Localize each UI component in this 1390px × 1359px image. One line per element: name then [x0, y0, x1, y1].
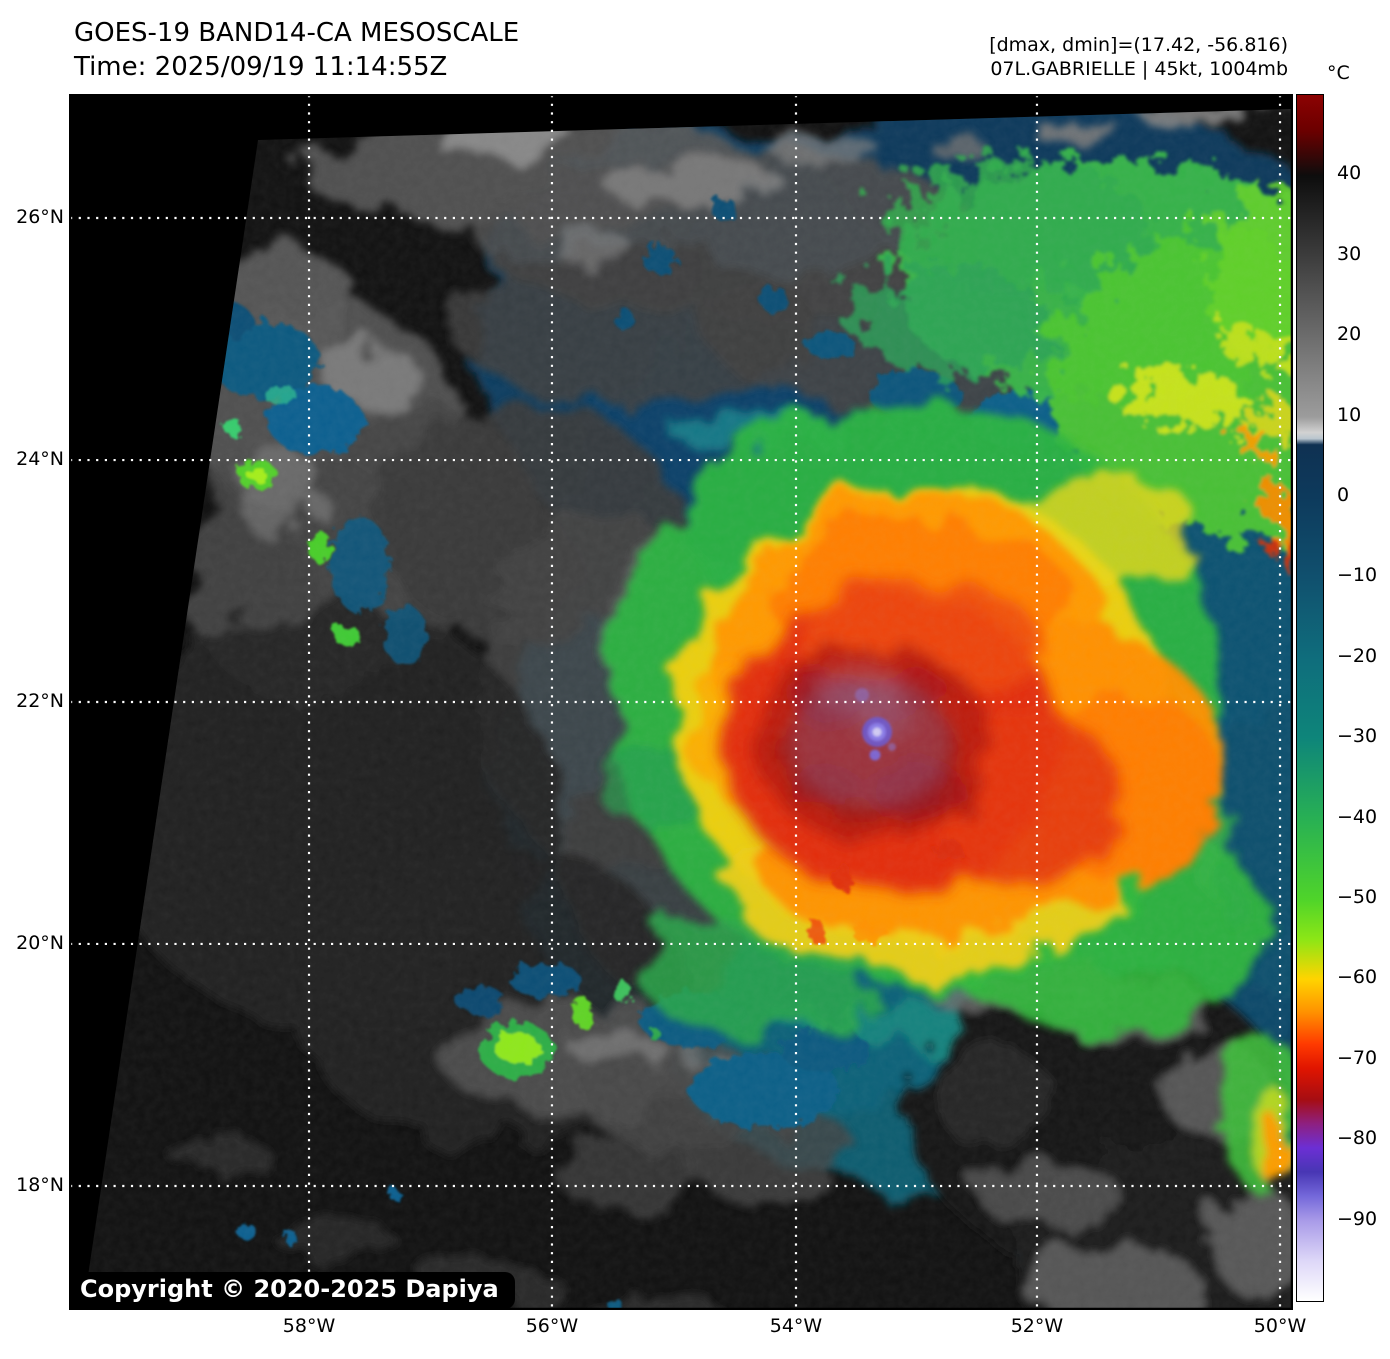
lon-tick-label: 56°W	[525, 1315, 579, 1337]
copyright-badge: Copyright © 2020-2025 Dapiya	[70, 1272, 515, 1309]
colorbar-tick-label: −40	[1337, 805, 1378, 828]
map-frame	[70, 95, 1292, 1309]
colorbar-tick-label: −30	[1337, 725, 1378, 748]
colorbar-tick-label: −70	[1337, 1046, 1378, 1069]
lat-tick-label: 22°N	[16, 690, 64, 712]
colorbar-tick-label: −10	[1337, 564, 1378, 587]
lon-tick-label: 50°W	[1253, 1315, 1307, 1337]
lon-tick-label: 54°W	[769, 1315, 823, 1337]
colorbar-tick-label: 0	[1337, 484, 1350, 506]
storm-status-label: 07L.GABRIELLE | 45kt, 1004mb	[990, 58, 1288, 80]
timestamp-label: Time: 2025/09/19 11:14:55Z	[74, 52, 448, 82]
lat-tick-label: 26°N	[16, 205, 64, 228]
colorbar-tick-label: 30	[1337, 242, 1362, 265]
colorbar-tick-label: 10	[1337, 403, 1362, 426]
colorbar-tick-label: 40	[1337, 162, 1362, 185]
colorbar-tick-label: 20	[1337, 323, 1362, 346]
colorbar-tick-label: −80	[1337, 1127, 1378, 1150]
lon-tick-label: 52°W	[1010, 1315, 1064, 1337]
lat-tick-label: 20°N	[16, 931, 64, 954]
colorbar-unit-label: °C	[1327, 62, 1350, 84]
satellite-imagery	[70, 95, 1292, 1309]
satellite-map: Copyright © 2020-2025 Dapiya	[69, 94, 1293, 1310]
noise-texture	[83, 109, 1292, 1309]
colorbar-tick-label: −60	[1337, 966, 1378, 989]
colorbar-tick-label: −20	[1337, 644, 1378, 667]
graticule	[70, 95, 1292, 1309]
data-region	[83, 109, 1292, 1309]
lat-tick-label: 18°N	[16, 1174, 64, 1197]
lon-tick-label: 58°W	[282, 1315, 336, 1337]
colorbar-tick-label: −90	[1337, 1207, 1378, 1230]
dmax-dmin-label: [dmax, dmin]=(17.42, -56.816)	[989, 34, 1288, 56]
temperature-colorbar	[1296, 94, 1324, 1302]
colorbar-tick-label: −50	[1337, 886, 1378, 908]
lat-tick-label: 24°N	[16, 448, 64, 471]
page-title: GOES-19 BAND14-CA MESOSCALE	[74, 18, 520, 48]
